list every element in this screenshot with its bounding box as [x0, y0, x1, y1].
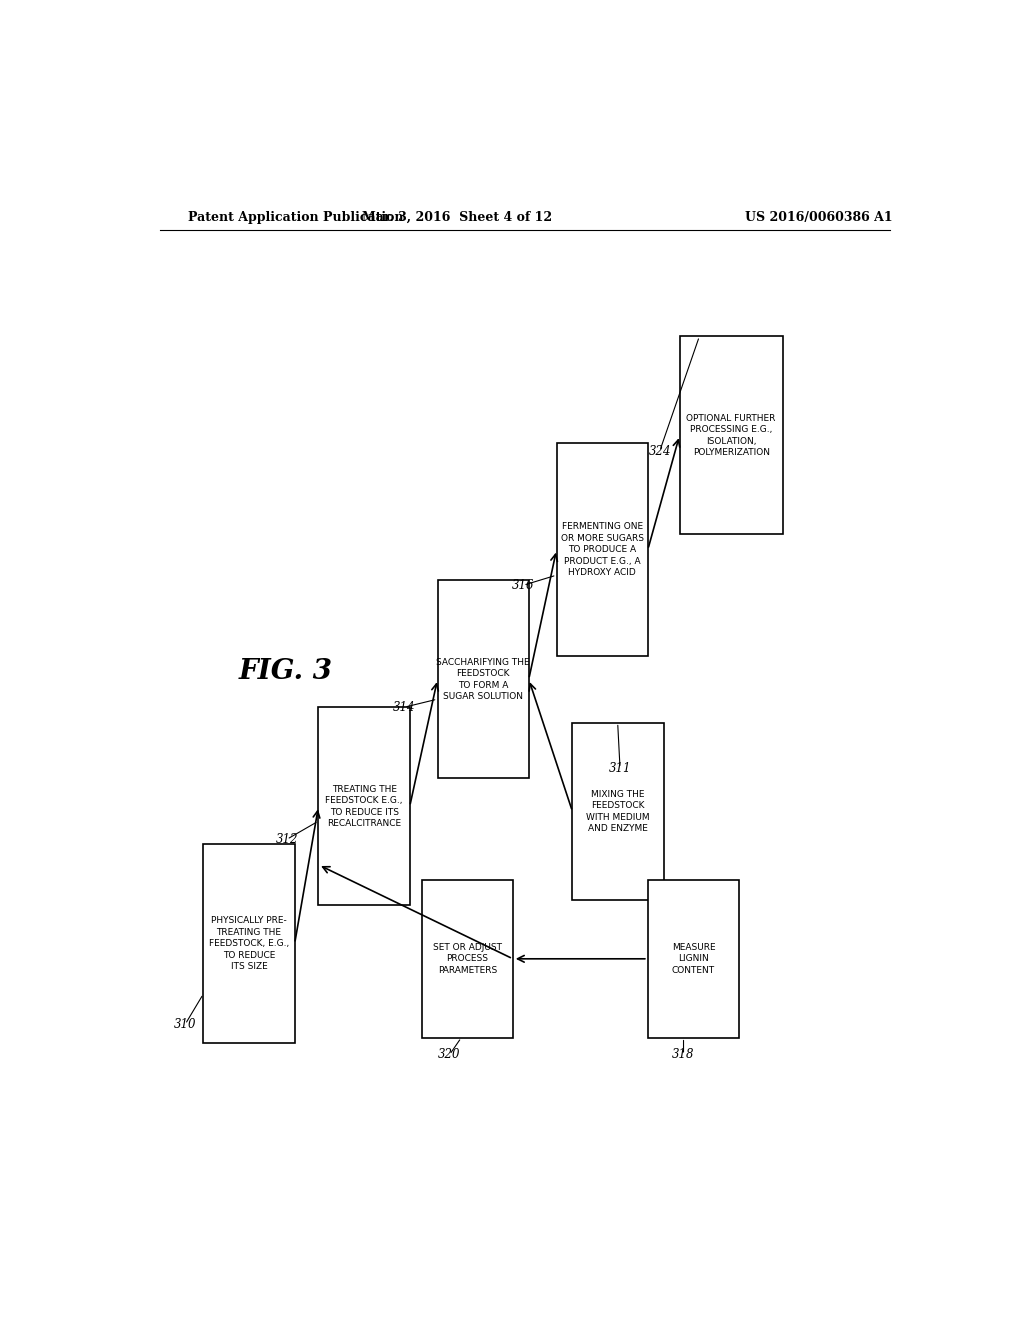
Text: MIXING THE
FEEDSTOCK
WITH MEDIUM
AND ENZYME: MIXING THE FEEDSTOCK WITH MEDIUM AND ENZ…: [586, 789, 650, 833]
Text: 314: 314: [393, 701, 416, 714]
Text: Mar. 3, 2016  Sheet 4 of 12: Mar. 3, 2016 Sheet 4 of 12: [362, 211, 552, 224]
Text: FIG. 3: FIG. 3: [240, 659, 333, 685]
Text: MEASURE
LIGNIN
CONTENT: MEASURE LIGNIN CONTENT: [672, 942, 715, 974]
Bar: [437, 581, 528, 779]
Bar: [680, 337, 782, 535]
Text: FERMENTING ONE
OR MORE SUGARS
TO PRODUCE A
PRODUCT E.G., A
HYDROXY ACID: FERMENTING ONE OR MORE SUGARS TO PRODUCE…: [561, 523, 644, 577]
Text: PHYSICALLY PRE-
TREATING THE
FEEDSTOCK, E.G.,
TO REDUCE
ITS SIZE: PHYSICALLY PRE- TREATING THE FEEDSTOCK, …: [209, 916, 289, 972]
Text: TREATING THE
FEEDSTOCK E.G.,
TO REDUCE ITS
RECALCITRANCE: TREATING THE FEEDSTOCK E.G., TO REDUCE I…: [326, 784, 402, 828]
Text: 318: 318: [673, 1048, 694, 1061]
Text: SACCHARIFYING THE
FEEDSTOCK
TO FORM A
SUGAR SOLUTION: SACCHARIFYING THE FEEDSTOCK TO FORM A SU…: [436, 657, 530, 701]
Bar: [422, 880, 513, 1038]
Text: 324: 324: [648, 445, 671, 458]
Bar: [572, 722, 664, 900]
Text: 310: 310: [174, 1018, 197, 1031]
Text: OPTIONAL FURTHER
PROCESSING E.G.,
ISOLATION,
POLYMERIZATION: OPTIONAL FURTHER PROCESSING E.G., ISOLAT…: [686, 413, 776, 457]
Bar: [204, 845, 295, 1043]
Text: Patent Application Publication: Patent Application Publication: [187, 211, 403, 224]
Text: 316: 316: [512, 578, 535, 591]
Text: US 2016/0060386 A1: US 2016/0060386 A1: [744, 211, 892, 224]
Text: 320: 320: [438, 1048, 461, 1061]
Text: 312: 312: [275, 833, 298, 846]
Text: SET OR ADJUST
PROCESS
PARAMETERS: SET OR ADJUST PROCESS PARAMETERS: [433, 942, 502, 974]
Bar: [318, 708, 410, 906]
Text: 311: 311: [609, 762, 631, 775]
Bar: [648, 880, 739, 1038]
Bar: [557, 444, 648, 656]
